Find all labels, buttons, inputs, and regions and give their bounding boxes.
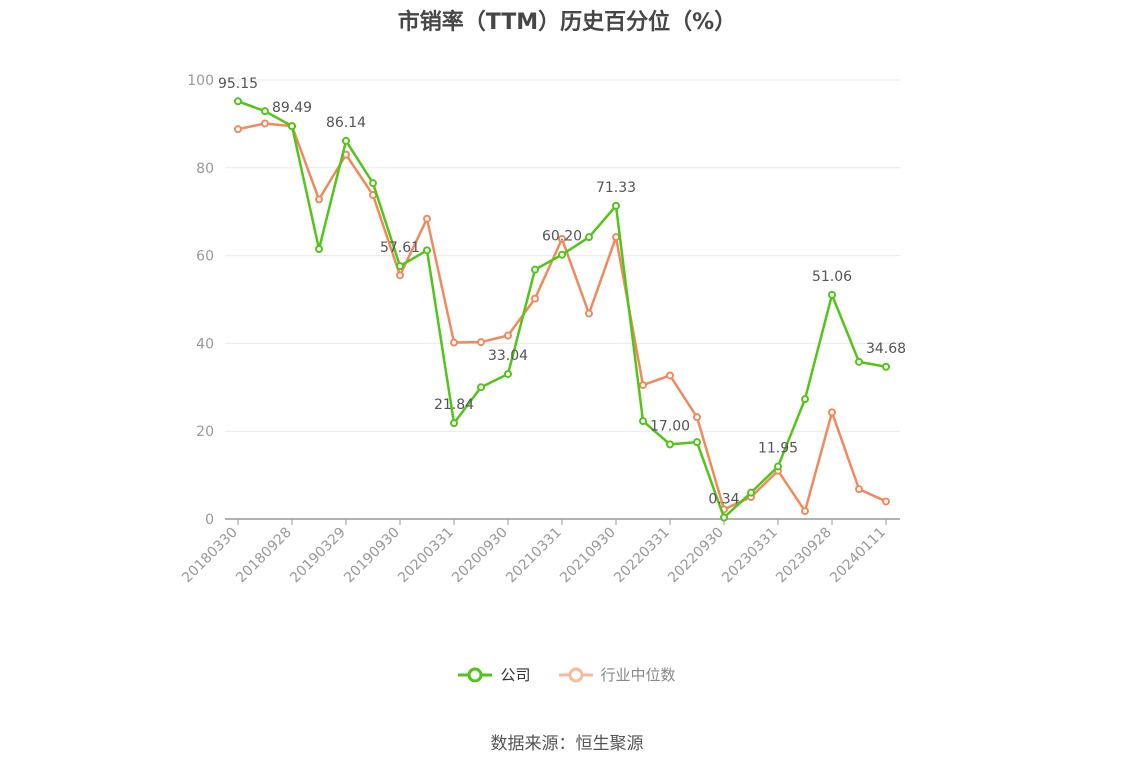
x-tick-label: 20200331: [395, 525, 457, 587]
data-point-industry: [504, 331, 512, 340]
x-tick-label: 20210930: [557, 525, 619, 587]
series-layer: [234, 97, 890, 522]
data-label: 57.61: [380, 240, 420, 256]
data-point-industry: [261, 119, 269, 128]
legend-company-label: 公司: [500, 666, 531, 684]
data-point-company: [801, 395, 809, 404]
data-label: 17.00: [650, 418, 690, 434]
data-point-company: [720, 513, 728, 522]
data-point-company: [774, 462, 782, 471]
chart-title: 市销率（TTM）历史百分位（%）: [397, 10, 737, 35]
data-point-company: [477, 383, 485, 392]
x-tick-label: 20220930: [665, 525, 727, 587]
x-tick-label: 20200930: [449, 525, 511, 587]
x-tick-label: 20190930: [341, 525, 403, 587]
data-point-company: [639, 417, 647, 426]
data-label: 86.14: [326, 115, 366, 131]
data-point-company: [396, 262, 404, 271]
data-label: 89.49: [272, 100, 312, 116]
x-tick-label: 20180330: [179, 525, 241, 587]
data-point-company: [369, 179, 377, 188]
y-tick-label: 0: [205, 512, 214, 528]
data-point-industry: [423, 214, 431, 223]
x-tick-label: 20230928: [773, 525, 835, 587]
x-tick-label: 20180928: [233, 525, 295, 587]
data-point-industry: [855, 485, 863, 494]
data-point-industry: [639, 381, 647, 390]
data-point-company: [234, 97, 242, 106]
data-label: 33.04: [488, 348, 528, 364]
data-point-industry: [234, 125, 242, 134]
data-point-company: [747, 488, 755, 497]
data-point-industry: [477, 338, 485, 347]
data-label: 60.20: [542, 229, 582, 245]
data-point-industry: [531, 294, 539, 303]
x-tick-label: 20220331: [611, 525, 673, 587]
y-tick-label: 80: [196, 161, 214, 177]
data-point-company: [531, 265, 539, 274]
data-point-company: [882, 362, 890, 371]
data-point-industry: [801, 507, 809, 516]
data-point-company: [423, 246, 431, 255]
data-point-company: [855, 357, 863, 366]
legend-industry-marker-icon: [558, 667, 593, 682]
legend-industry-label: 行业中位数: [600, 666, 676, 684]
x-tick-label: 20210331: [503, 525, 565, 587]
data-point-company: [828, 290, 836, 299]
data-point-industry: [693, 413, 701, 422]
data-point-industry: [828, 408, 836, 417]
data-point-company: [585, 233, 593, 242]
data-point-industry: [396, 271, 404, 280]
data-point-company: [261, 107, 269, 116]
data-point-industry: [585, 309, 593, 318]
data-label: 51.06: [812, 269, 852, 285]
data-point-industry: [450, 338, 458, 347]
data-label: 0.34: [708, 492, 739, 508]
legend-item-company[interactable]: 公司: [458, 664, 531, 685]
data-point-industry: [882, 497, 890, 506]
data-label: 11.95: [758, 441, 798, 457]
y-tick-label: 20: [196, 424, 214, 440]
data-label: 95.15: [218, 76, 258, 92]
x-tick-label: 20230331: [719, 525, 781, 587]
y-tick-label: 60: [196, 249, 214, 265]
data-label: 71.33: [596, 180, 636, 196]
legend: 公司 行业中位数: [0, 664, 1134, 685]
data-point-industry: [666, 371, 674, 380]
legend-item-industry[interactable]: 行业中位数: [558, 664, 676, 685]
y-tick-label: 100: [187, 73, 214, 89]
data-point-industry: [315, 195, 323, 204]
data-label: 21.84: [434, 397, 474, 413]
data-point-company: [288, 122, 296, 131]
axis-layer: 0 20 40 60 80 100 2018033020180928201903292019…: [179, 73, 900, 586]
data-point-industry: [558, 234, 566, 243]
data-point-company: [315, 245, 323, 254]
source-note: 数据来源：恒生聚源: [490, 734, 644, 754]
data-point-company: [666, 440, 674, 449]
data-point-company: [612, 201, 620, 210]
data-point-company: [693, 438, 701, 447]
label-layer: 95.15 89.49 86.14 57.61 21.84 33.04 60.20 71.33…: [218, 76, 906, 508]
x-tick-label: 20240111: [827, 525, 889, 587]
legend-company-marker-icon: [458, 667, 493, 682]
data-point-company: [504, 369, 512, 378]
data-label: 34.68: [866, 341, 906, 357]
x-tick-label: 20190329: [287, 525, 349, 587]
y-tick-label: 40: [196, 336, 214, 352]
data-point-company: [558, 250, 566, 259]
data-point-industry: [612, 233, 620, 242]
data-point-company: [450, 419, 458, 428]
data-point-company: [342, 136, 350, 145]
